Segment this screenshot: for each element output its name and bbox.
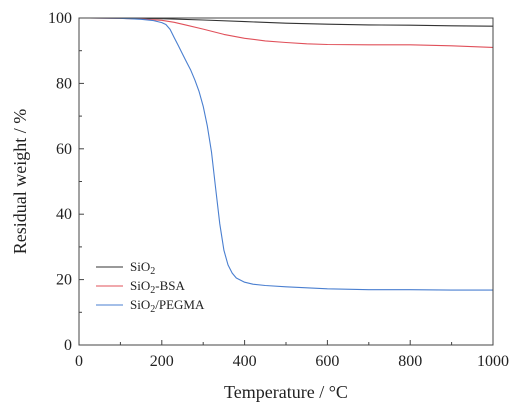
- y-tick-label: 80: [56, 75, 72, 92]
- x-tick-label: 200: [150, 353, 174, 370]
- y-axis: 0 20 40 60 80 100: [48, 10, 84, 354]
- legend-label-3: SiO2/PEGMA: [130, 297, 205, 315]
- series-line-3: [89, 17, 493, 291]
- series-lines: [89, 17, 494, 291]
- x-tick-label: 400: [233, 353, 257, 370]
- y-tick-label: 100: [48, 10, 72, 27]
- y-tick-label: 40: [56, 206, 72, 223]
- x-axis-title: Temperature / °C: [224, 382, 348, 402]
- x-tick-label: 800: [398, 353, 422, 370]
- x-tick-label: 600: [315, 353, 339, 370]
- x-axis: 0 200 400 600 800 1000: [75, 340, 509, 370]
- plot-frame: [78, 17, 494, 346]
- y-tick-label: 0: [64, 337, 72, 354]
- series-line-2: [89, 17, 494, 48]
- legend-label-1: SiO2: [130, 259, 155, 277]
- y-tick-label: 20: [56, 272, 72, 289]
- y-tick-label: 60: [56, 141, 72, 158]
- y-axis-title: Residual weight / %: [10, 109, 30, 254]
- x-tick-label: 1000: [477, 353, 509, 370]
- legend-label-2: SiO2-BSA: [130, 278, 185, 296]
- x-tick-label: 0: [75, 353, 83, 370]
